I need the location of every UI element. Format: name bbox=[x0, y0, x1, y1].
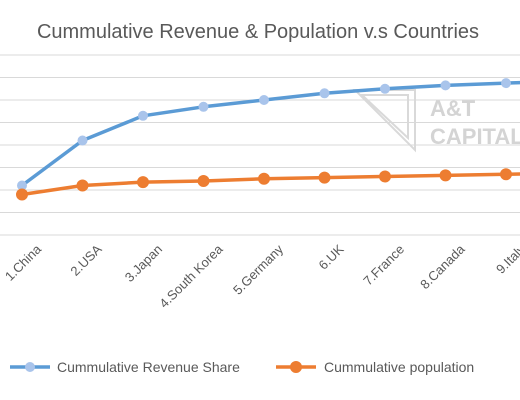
x-tick-label: 3.Japan bbox=[122, 242, 165, 285]
series-2-point-9 bbox=[500, 168, 512, 181]
series-1-point-2 bbox=[77, 135, 88, 146]
series-2-point-3 bbox=[137, 176, 149, 189]
x-tick-label: 8.Canada bbox=[417, 241, 468, 292]
series-2-point-2 bbox=[76, 179, 89, 192]
series-2-point-4 bbox=[197, 175, 210, 187]
watermark-logo: A&T CAPITAL bbox=[352, 89, 520, 153]
series-1-point-4 bbox=[198, 101, 209, 112]
x-tick-label: 1.China bbox=[2, 241, 45, 284]
x-tick-label: 9.Italy bbox=[493, 241, 520, 276]
legend-marker-2 bbox=[290, 361, 302, 373]
series-2-point-7 bbox=[379, 170, 391, 183]
x-tick-label: 2.USA bbox=[67, 241, 104, 278]
x-tick-label: 6.UK bbox=[316, 241, 347, 272]
legend: Cummulative Revenue Share Cummulative pop… bbox=[10, 359, 474, 375]
x-tick-label: 4.South Korea bbox=[156, 241, 226, 311]
legend-label-1: Cummulative Revenue Share bbox=[57, 359, 240, 375]
series-1-point-6 bbox=[319, 88, 330, 99]
series-1-point-9 bbox=[501, 78, 511, 89]
watermark-line2: CAPITAL bbox=[430, 124, 520, 149]
series-layer bbox=[16, 78, 520, 201]
chart-title: Cummulative Revenue & Population v.s Cou… bbox=[37, 21, 479, 43]
x-tick-label: 5.Germany bbox=[230, 241, 286, 297]
watermark-mark bbox=[352, 89, 416, 153]
watermark-line1: A&T bbox=[430, 96, 476, 121]
legend-label-2: Cummulative population bbox=[324, 359, 474, 375]
series-1-point-8 bbox=[440, 80, 451, 91]
series-2-point-6 bbox=[318, 171, 331, 184]
series-2-point-1 bbox=[16, 188, 28, 201]
series-2-point-8 bbox=[439, 169, 452, 182]
series-2-point-5 bbox=[258, 172, 270, 185]
grid-lines bbox=[0, 54, 520, 236]
series-1-point-3 bbox=[138, 110, 148, 121]
series-line-1 bbox=[20, 80, 520, 187]
series-1-point-5 bbox=[259, 95, 269, 105]
x-tick-label: 7.France bbox=[360, 242, 407, 289]
legend-marker-1 bbox=[25, 362, 35, 372]
series-1-point-7 bbox=[380, 83, 390, 94]
series-line-2 bbox=[21, 172, 520, 197]
